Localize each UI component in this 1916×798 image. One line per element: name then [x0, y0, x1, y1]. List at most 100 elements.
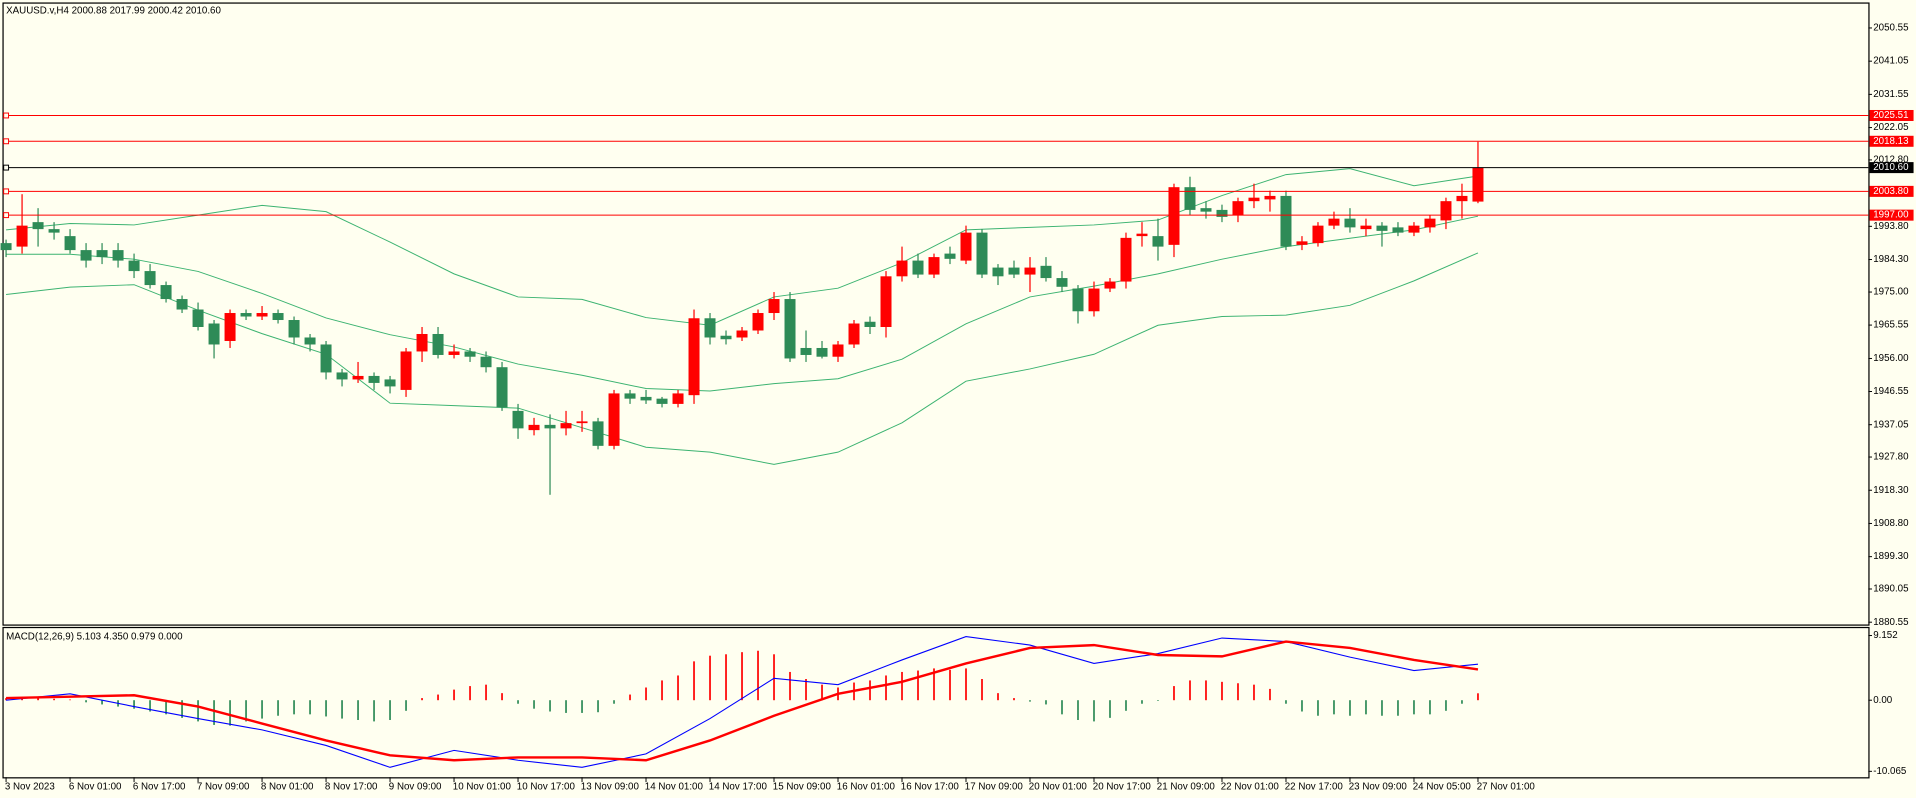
candle-body [720, 335, 732, 340]
candle-body [480, 356, 492, 368]
candle-body [752, 313, 764, 331]
candle-body [1456, 195, 1468, 202]
x-tick-label: 9 Nov 09:00 [389, 782, 442, 793]
x-tick-label: 8 Nov 17:00 [325, 782, 378, 793]
y-tick-label: 9.152 [1873, 630, 1897, 641]
x-tick-label: 21 Nov 09:00 [1157, 782, 1216, 793]
candle-body [176, 299, 188, 310]
candle-body [560, 423, 572, 429]
candle-body [0, 243, 12, 251]
candle-body [256, 313, 268, 317]
candle-body [48, 229, 60, 233]
candle-body [464, 351, 476, 357]
y-tick-label: 1927.80 [1873, 452, 1909, 463]
bollinger-lower [6, 252, 1479, 465]
candle-body [912, 260, 924, 275]
bollinger-middle [6, 215, 1479, 392]
candle-body [1184, 187, 1196, 210]
candle-body [608, 393, 620, 446]
candle-body [112, 250, 124, 261]
level-label-box [1869, 109, 1914, 121]
macd-line [6, 640, 1479, 762]
candle-body [528, 424, 540, 431]
candle-body [400, 351, 412, 390]
level-handle [3, 188, 10, 195]
bollinger-upper [6, 168, 1479, 326]
candle-body [512, 410, 524, 429]
candle-body [896, 260, 908, 277]
y-tick-label: 1984.30 [1873, 254, 1909, 265]
y-tick-label: -10.065 [1873, 766, 1907, 777]
candle-body [128, 260, 140, 272]
level-label: 1997.00 [1873, 210, 1909, 221]
candle-body [80, 250, 92, 261]
candle-body [144, 271, 156, 286]
candle-body [1344, 218, 1356, 228]
candle-body [688, 318, 700, 396]
candle-body [1296, 241, 1308, 245]
candle-body [1072, 288, 1084, 312]
candle-body [1408, 225, 1420, 233]
candle-body [800, 347, 812, 355]
level-label: 2018.13 [1873, 136, 1908, 147]
candle-body [160, 285, 172, 300]
candle-body [576, 421, 588, 424]
candle-body [1264, 195, 1276, 200]
candle-body [352, 375, 364, 380]
x-tick-label: 20 Nov 01:00 [1029, 782, 1088, 793]
candle-body [928, 257, 940, 275]
y-tick-label: 1899.30 [1873, 551, 1909, 562]
y-tick-label: 1937.05 [1873, 419, 1909, 430]
candle-body [640, 396, 652, 401]
level-label-box [1869, 162, 1914, 174]
y-tick-label: 1880.55 [1873, 617, 1909, 628]
x-tick-label: 20 Nov 17:00 [1093, 782, 1152, 793]
candle-body [768, 299, 780, 314]
candle-body [656, 398, 668, 404]
y-tick-label: 1965.55 [1873, 320, 1909, 331]
candle-body [1216, 209, 1228, 217]
candle-body [544, 424, 556, 429]
candle-body [448, 351, 460, 355]
candle-body [1248, 197, 1260, 202]
x-tick-label: 14 Nov 17:00 [709, 782, 768, 793]
candle-body [1056, 278, 1068, 287]
candle-body [272, 313, 284, 321]
candle-body [1024, 267, 1036, 275]
candle-body [1440, 201, 1452, 221]
level-handle [3, 112, 10, 119]
x-tick-label: 22 Nov 17:00 [1285, 782, 1344, 793]
candle-body [1104, 281, 1116, 289]
candle-body [976, 232, 988, 275]
candle-body [1312, 225, 1324, 244]
x-tick-label: 6 Nov 01:00 [69, 782, 122, 793]
candle-body [1008, 267, 1020, 275]
candle-body [384, 379, 396, 387]
y-tick-label: 2031.55 [1873, 89, 1909, 100]
candle-body [880, 276, 892, 328]
x-tick-label: 8 Nov 01:00 [261, 782, 314, 793]
candle-body [1472, 167, 1484, 202]
candle-body [1424, 218, 1436, 228]
x-tick-label: 3 Nov 2023 [5, 782, 55, 793]
x-tick-label: 7 Nov 09:00 [197, 782, 250, 793]
candle-body [992, 267, 1004, 277]
y-tick-label: 2041.05 [1873, 56, 1909, 67]
x-tick-label: 22 Nov 01:00 [1221, 782, 1280, 793]
y-tick-label: 1975.00 [1873, 287, 1909, 298]
y-tick-label: 2022.05 [1873, 122, 1909, 133]
main-panel-frame [2, 2, 1870, 626]
candle-body [1376, 225, 1388, 231]
candle-body [784, 299, 796, 359]
candle-body [336, 372, 348, 380]
candle-body [848, 323, 860, 345]
candle-body [736, 330, 748, 338]
x-tick-label: 27 Nov 01:00 [1477, 782, 1536, 793]
x-tick-label: 17 Nov 09:00 [965, 782, 1024, 793]
candle-body [704, 318, 716, 338]
candle-body [64, 236, 76, 251]
level-handle [3, 164, 10, 171]
x-tick-label: 10 Nov 01:00 [453, 782, 512, 793]
candle-body [304, 337, 316, 345]
